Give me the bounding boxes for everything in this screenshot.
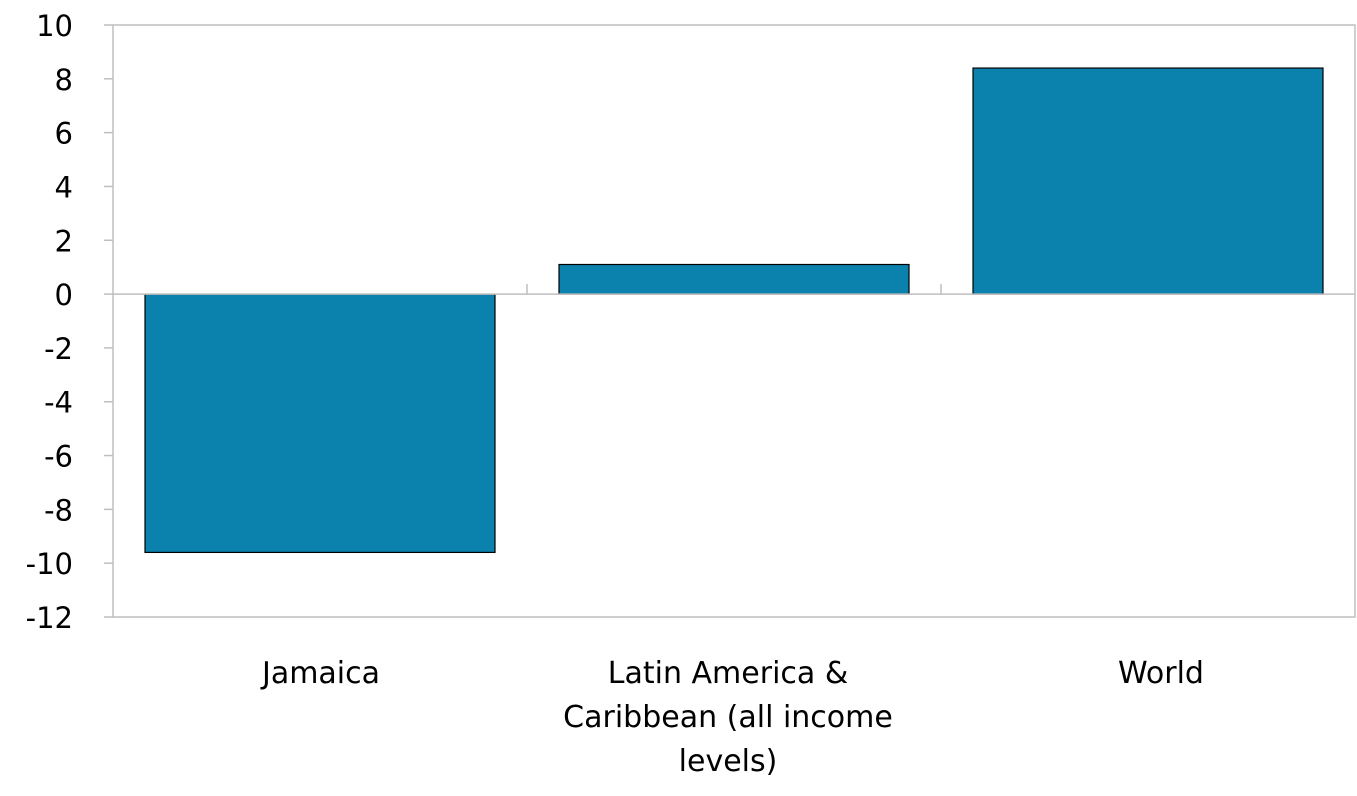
plot-frame [112,24,1356,618]
bar-0 [144,293,496,554]
y-tick-label: 0 [55,278,73,312]
x-axis-ticks [526,284,942,295]
x-tick-label-latin-america-caribbean: Latin America & Caribbean (all income le… [563,656,893,779]
y-tick-label: -12 [26,601,73,635]
bar-1 [558,263,910,295]
y-tick-label: 6 [55,117,73,151]
y-tick-label: -6 [44,440,73,474]
y-tick-label: -4 [44,386,73,420]
y-axis: 10 8 6 4 2 0 -2 -4 -6 -8 -10 -12 [26,9,113,635]
y-tick-label: 4 [55,170,73,204]
y-tick-label: 8 [55,63,73,97]
y-tick-label: -10 [26,547,73,581]
bar-series [144,67,1324,554]
y-tick-label: 2 [55,224,73,258]
bar-2 [972,67,1324,295]
y-tick-label: -2 [44,332,73,366]
y-tick-label: 10 [36,9,73,43]
x-tick-label-jamaica: Jamaica [261,656,381,691]
x-tick-label-world: World [1118,656,1204,691]
chart-canvas: 10 8 6 4 2 0 -2 -4 -6 -8 -10 -12 [26,9,1356,635]
y-tick-label: -8 [44,493,73,527]
